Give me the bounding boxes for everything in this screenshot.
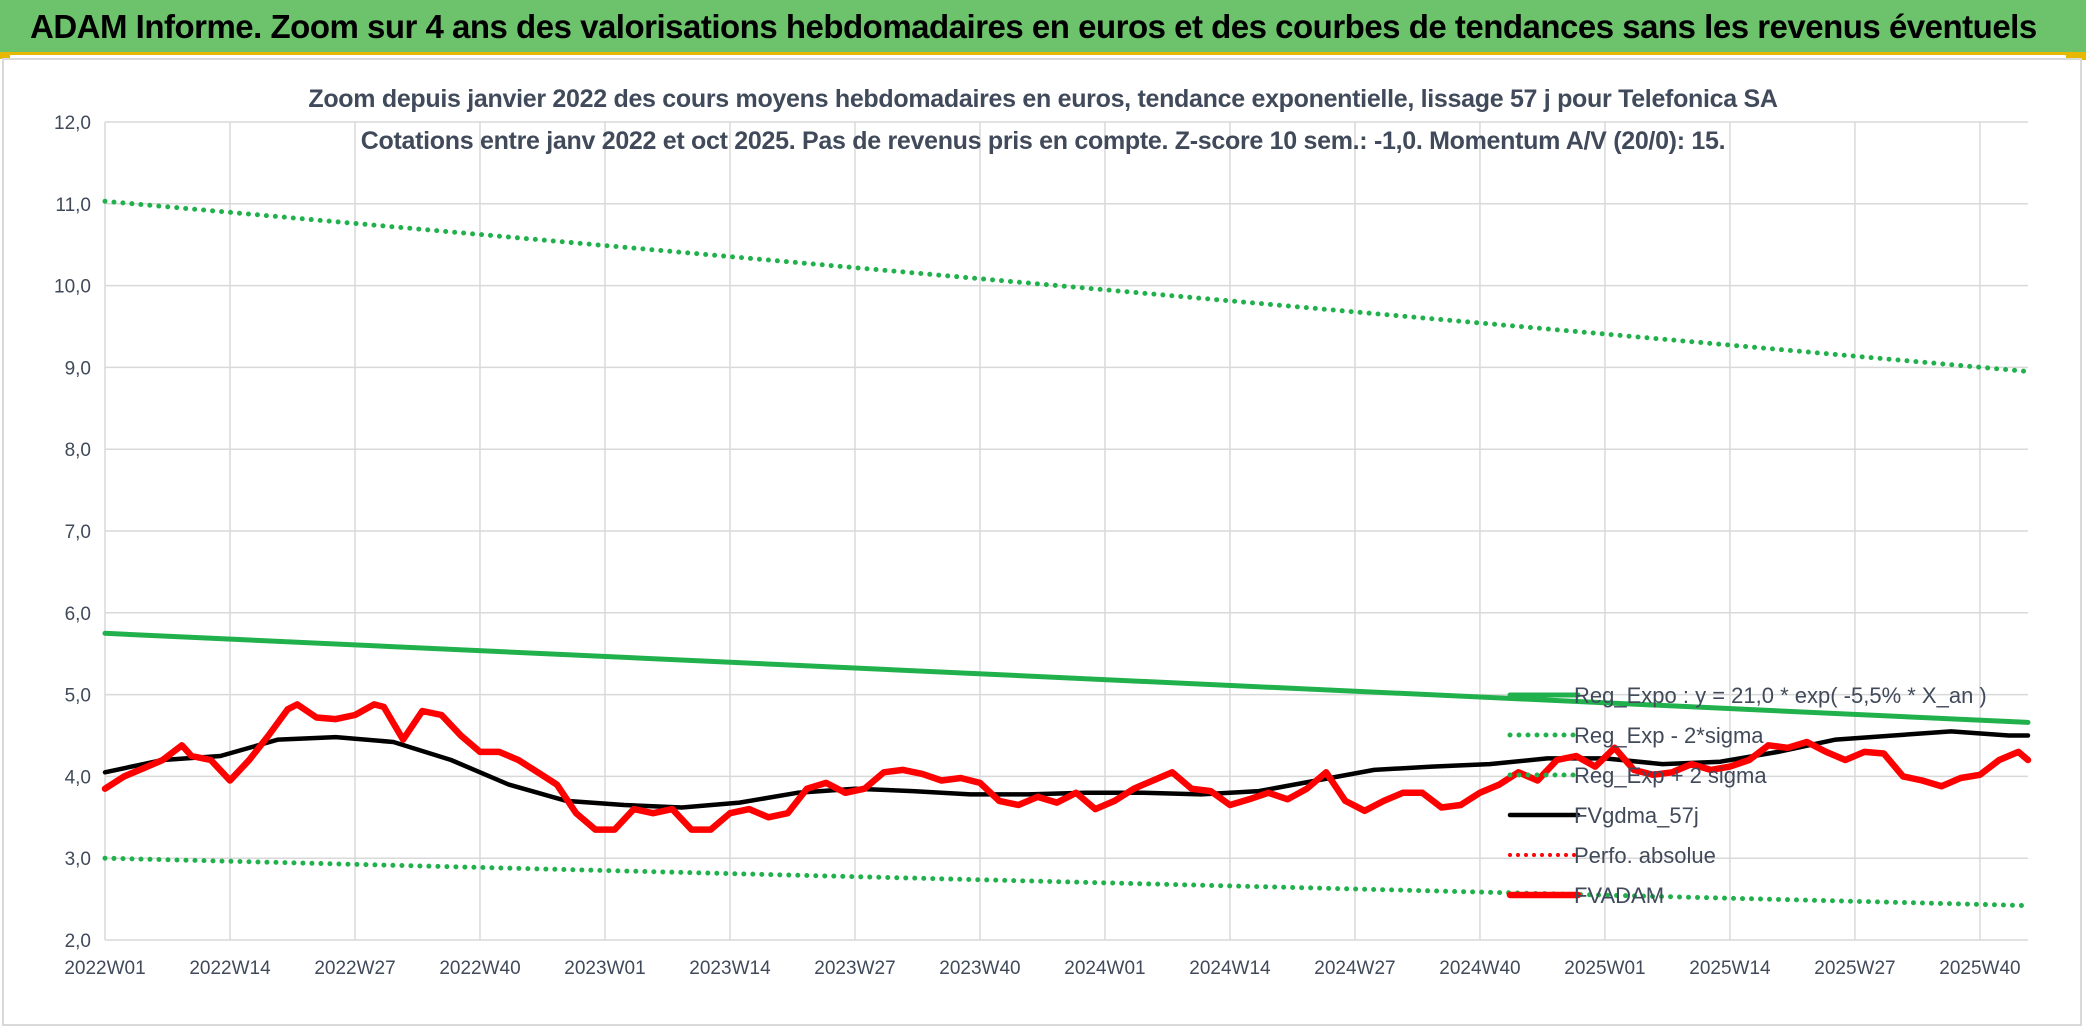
x-tick-label: 2023W27	[814, 958, 895, 979]
legend-label: Perfo. absolue	[1574, 843, 1716, 868]
x-tick-label: 2023W40	[939, 958, 1020, 979]
legend-label: Reg_Expo : y = 21,0 * exp( -5,5% * X_an …	[1574, 683, 1987, 708]
series-line-1	[102, 855, 2031, 909]
x-tick-label: 2023W01	[564, 958, 645, 979]
series-lines	[101, 198, 2032, 909]
legend-label: FVADAM	[1574, 883, 1664, 908]
x-tick-label: 2022W27	[314, 958, 395, 979]
series-line-0	[102, 630, 2031, 725]
x-tick-label: 2025W14	[1689, 958, 1771, 979]
x-tick-label: 2023W14	[689, 958, 771, 979]
legend: Reg_Expo : y = 21,0 * exp( -5,5% * X_an …	[1506, 683, 1987, 908]
x-axis-ticks: 2022W01 2022W14 2022W27 2022W40 2023W01 2023W…	[64, 958, 2020, 979]
x-tick-label: 2022W14	[189, 958, 271, 979]
x-tick-label: 2024W01	[1064, 958, 1145, 979]
chart-title: Zoom depuis janvier 2022 des cours moyen…	[308, 85, 1778, 113]
grid-lines	[104, 121, 2028, 941]
x-tick-label: 2024W40	[1439, 958, 1520, 979]
x-tick-label: 2025W01	[1564, 958, 1645, 979]
legend-label: FVgdma_57j	[1574, 803, 1699, 828]
y-tick-label: 11,0	[55, 195, 91, 216]
y-tick-label: 7,0	[65, 522, 91, 543]
y-tick-label: 8,0	[65, 440, 91, 461]
series-line-5	[101, 701, 2032, 833]
chart-frame	[2, 58, 2082, 1026]
y-tick-label: 6,0	[65, 604, 91, 625]
legend-label: Reg_Exp + 2 sigma	[1574, 763, 1767, 788]
y-tick-label: 3,0	[65, 849, 91, 870]
report-banner: ADAM Informe. Zoom sur 4 ans des valoris…	[0, 0, 2086, 55]
y-tick-label: 5,0	[65, 686, 91, 707]
x-tick-label: 2022W01	[64, 958, 145, 979]
y-tick-label: 4,0	[65, 767, 91, 788]
y-tick-label: 9,0	[65, 358, 91, 379]
banner-accent-left	[0, 55, 10, 59]
x-tick-label: 2024W14	[1189, 958, 1271, 979]
y-tick-label: 2,0	[65, 931, 91, 952]
series-line-2	[102, 198, 2031, 374]
x-tick-label: 2024W27	[1314, 958, 1395, 979]
x-tick-label: 2025W40	[1939, 958, 2020, 979]
chart-subtitle: Cotations entre janv 2022 et oct 2025. P…	[360, 127, 1726, 155]
y-tick-label: 10,0	[54, 277, 91, 298]
report-title: ADAM Informe. Zoom sur 4 ans des valoris…	[30, 8, 2037, 45]
x-tick-label: 2025W27	[1814, 958, 1895, 979]
y-tick-label: 12,0	[54, 113, 91, 134]
series-line-3	[102, 729, 2031, 810]
banner-accent-right	[2066, 55, 2086, 60]
legend-label: Reg_Exp - 2*sigma	[1574, 723, 1764, 748]
y-axis-ticks: 2,0 3,0 4,0 5,0 6,0 7,0 8,0 9,0 10,0 11,0 12,0	[54, 113, 91, 952]
x-tick-label: 2022W40	[439, 958, 520, 979]
